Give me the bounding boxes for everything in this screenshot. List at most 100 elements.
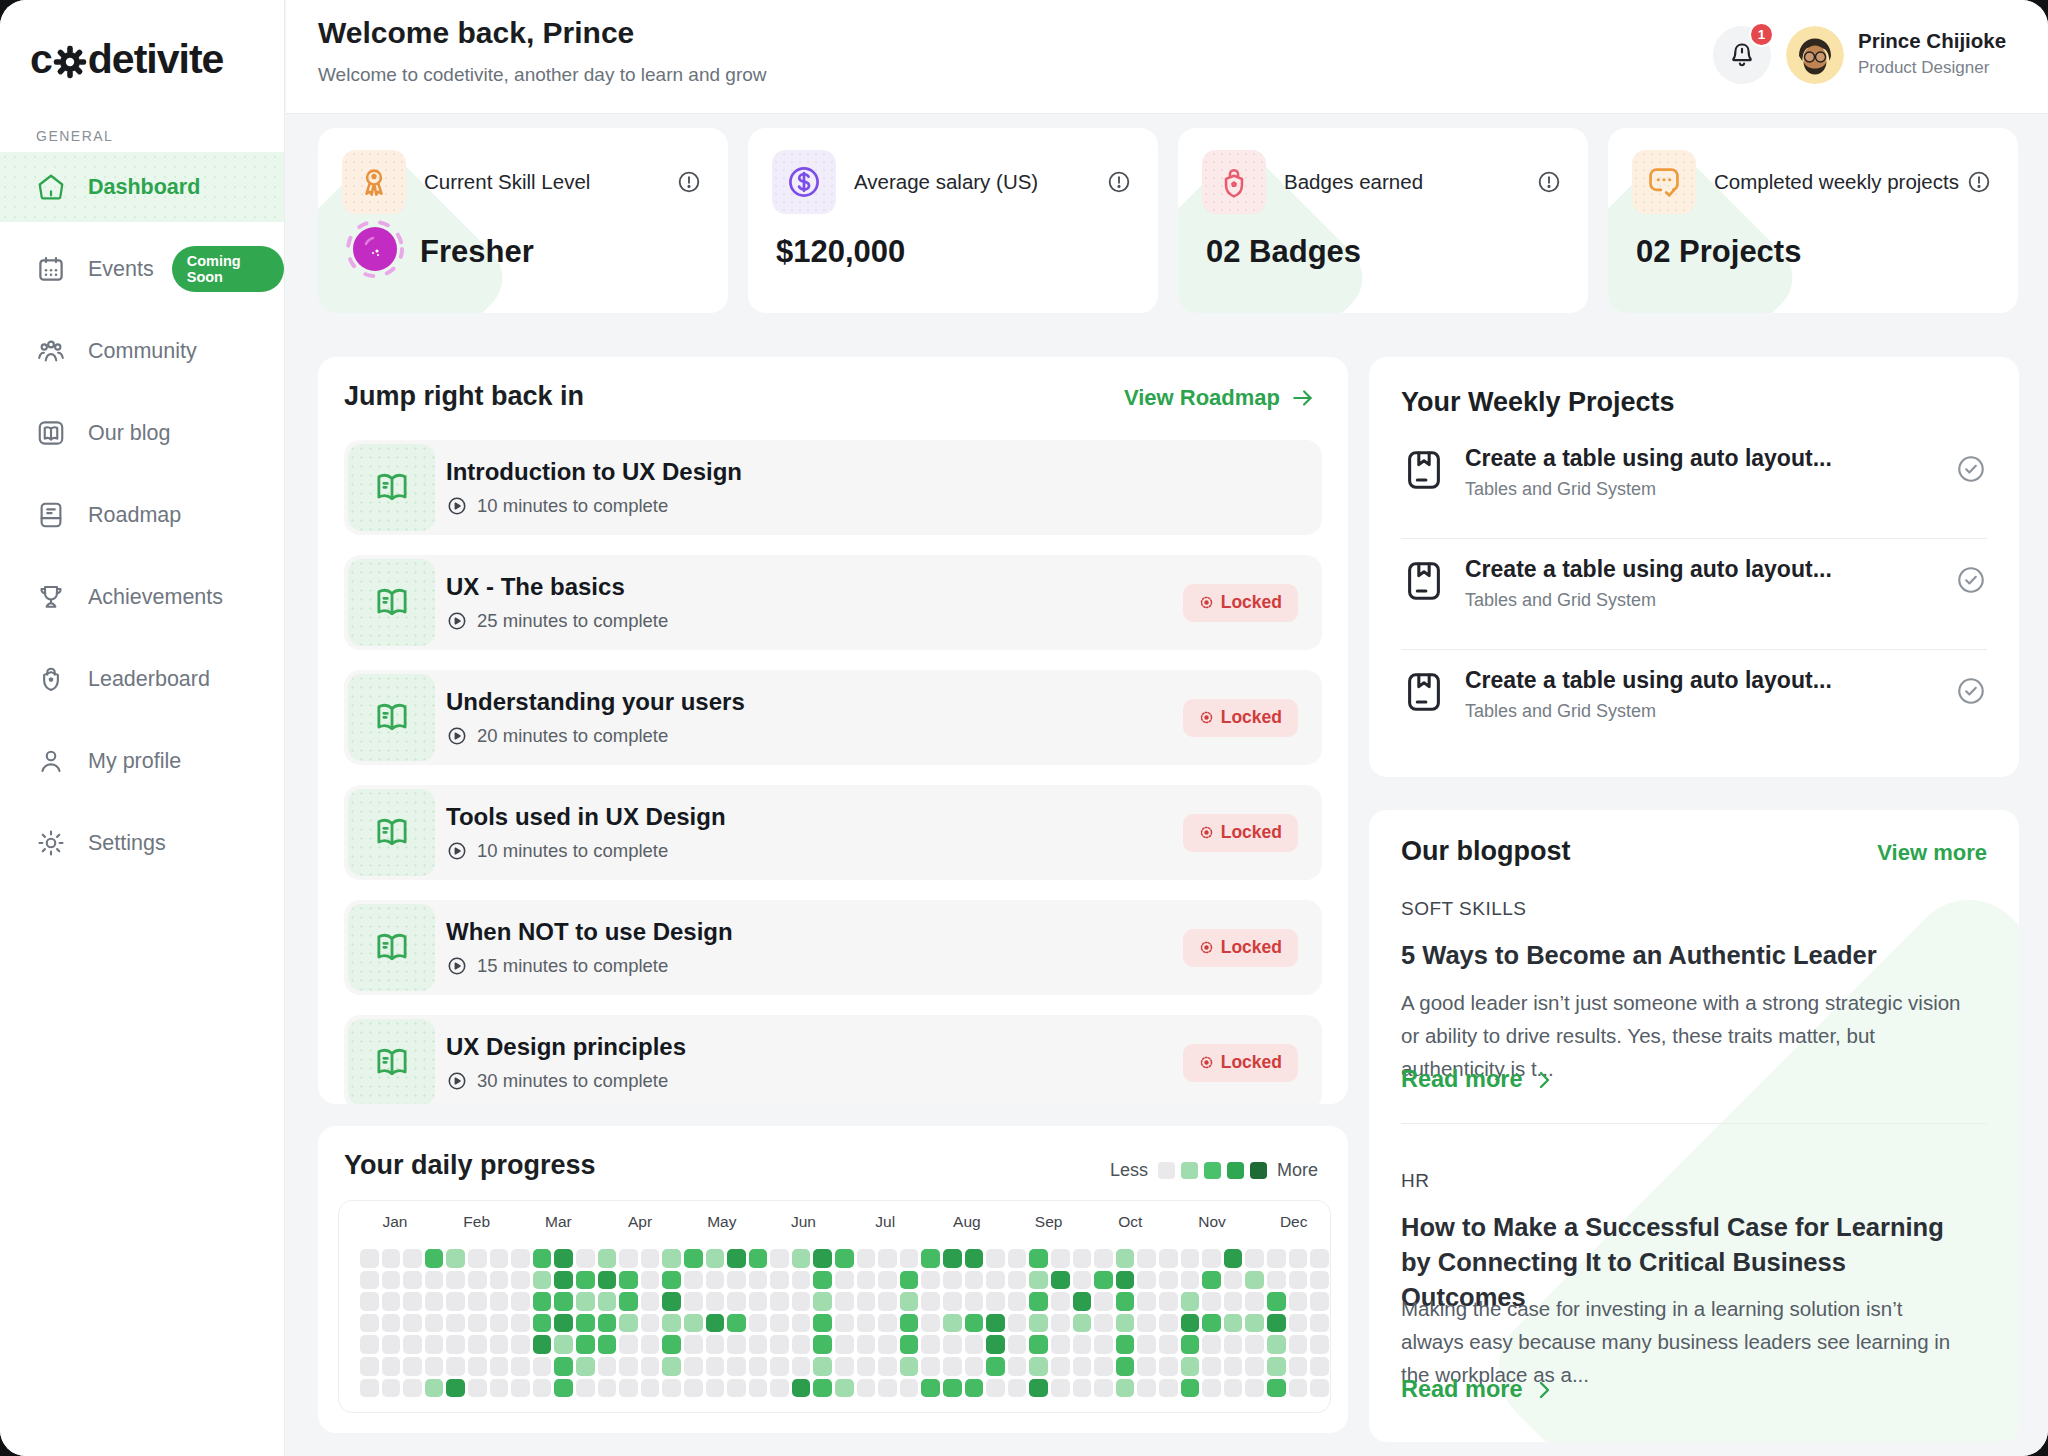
heatmap-cell [900,1357,919,1376]
heatmap-cell [965,1249,984,1268]
heatmap-cell [446,1335,465,1354]
sidebar-item-our-blog[interactable]: Our blog [0,398,284,468]
blogpost-card: Our blogpost View more SOFT SKILLS 5 Way… [1369,810,2019,1442]
course-item[interactable]: Introduction to UX Design 10 minutes to … [344,440,1322,535]
info-icon[interactable] [1536,169,1562,195]
info-icon[interactable] [676,169,702,195]
course-title: UX - The basics [446,573,1183,601]
post-title[interactable]: 5 Ways to Become an Authentic Leader [1401,938,1961,973]
info-icon[interactable] [1966,169,1992,195]
heatmap-cell [1051,1357,1070,1376]
heatmap-cell [598,1357,617,1376]
heatmap-cell [770,1292,789,1311]
course-item[interactable]: When NOT to use Design 15 minutes to com… [344,900,1322,995]
lock-icon [1199,595,1214,610]
heatmap-cell [986,1314,1005,1333]
heatmap-cell [360,1314,379,1333]
heatmap-cell [1029,1357,1048,1376]
heatmap-cell [792,1271,811,1290]
sidebar-item-my-profile[interactable]: My profile [0,726,284,796]
heatmap-cell [619,1314,638,1333]
sidebar-item-roadmap[interactable]: Roadmap [0,480,284,550]
heatmap-cell [1289,1292,1308,1311]
sidebar-item-achievements[interactable]: Achievements [0,562,284,632]
heatmap-cell [576,1249,595,1268]
heatmap-cell [446,1357,465,1376]
course-item[interactable]: Tools used in UX Design 10 minutes to co… [344,785,1322,880]
heatmap-cell [1267,1335,1286,1354]
heatmap-cell [835,1314,854,1333]
stat-card-badges-earned: Badges earned 02 Badges [1178,128,1588,313]
heatmap-cell [382,1357,401,1376]
heatmap-cell [641,1379,660,1398]
heatmap-cell [813,1314,832,1333]
heatmap-cell [619,1292,638,1311]
sidebar-section-label: GENERAL [36,128,113,144]
sidebar-item-leaderboard[interactable]: Leaderboard [0,644,284,714]
course-item[interactable]: Understanding your users 20 minutes to c… [344,670,1322,765]
info-icon[interactable] [1106,169,1132,195]
check-circle-icon[interactable] [1955,564,1987,596]
sidebar-item-community[interactable]: Community [0,316,284,386]
course-duration: 20 minutes to complete [477,725,668,747]
course-item[interactable]: UX Design principles 30 minutes to compl… [344,1015,1322,1104]
view-roadmap-link[interactable]: View Roadmap [1124,385,1316,411]
avatar[interactable] [1786,26,1844,84]
heatmap-cell [533,1335,552,1354]
heatmap-cell [1137,1357,1156,1376]
heatmap-legend: Less More [1110,1160,1318,1181]
heatmap-cell [511,1292,530,1311]
stat-card-average-salary: Average salary (US) $120,000 [748,128,1158,313]
heatmap-cell [1137,1249,1156,1268]
heatmap-cell [511,1271,530,1290]
heatmap-cell [1008,1314,1027,1333]
heatmap-cell [792,1379,811,1398]
locked-badge: Locked [1183,1044,1298,1082]
heatmap-cell [403,1249,422,1268]
weekly-project-item[interactable]: Create a table using auto layout... Tabl… [1401,556,1987,636]
heatmap-cell [1137,1271,1156,1290]
heatmap-cell [619,1357,638,1376]
view-more-link[interactable]: View more [1877,840,1987,866]
heatmap-cell [857,1357,876,1376]
check-circle-icon[interactable] [1955,675,1987,707]
legend-swatch [1181,1162,1198,1179]
heatmap-cell [360,1249,379,1268]
daily-progress-card: Your daily progress Less More JanFebMarA… [318,1126,1348,1433]
heatmap-cell [1051,1379,1070,1398]
heatmap-cell [1008,1249,1027,1268]
sidebar-item-settings[interactable]: Settings [0,808,284,878]
locked-label: Locked [1221,592,1282,613]
check-circle-icon[interactable] [1955,453,1987,485]
heatmap-cell [468,1357,487,1376]
home-icon [36,172,66,202]
read-more-link[interactable]: Read more [1401,1376,1556,1403]
brand-logo: c detivite [30,36,223,83]
heatmap-cell [965,1335,984,1354]
heatmap-cell [943,1271,962,1290]
heatmap-cell [1289,1314,1308,1333]
weekly-project-item[interactable]: Create a table using auto layout... Tabl… [1401,445,1987,525]
heatmap-cell [813,1379,832,1398]
stat-label: Completed weekly projects [1714,170,1959,194]
read-more-link[interactable]: Read more [1401,1066,1556,1093]
user-name: Prince Chijioke [1858,29,2006,53]
heatmap-months: JanFebMarAprMayJunJulAugSepOctNovDec [339,1213,1330,1233]
stat-label: Current Skill Level [424,170,590,194]
sidebar-item-events[interactable]: Events Coming Soon [0,234,284,304]
heatmap-cell [403,1292,422,1311]
heatmap-cell [1224,1271,1243,1290]
heatmap-cell [684,1314,703,1333]
stat-card-skill-level: Current Skill Level Fresher [318,128,728,313]
heatmap-cell [490,1314,509,1333]
chat-check-icon [1632,150,1696,214]
course-item[interactable]: UX - The basics 25 minutes to complete L… [344,555,1322,650]
heatmap-cell [706,1271,725,1290]
course-title: Tools used in UX Design [446,803,1183,831]
book-open-icon [348,444,435,531]
notifications-button[interactable]: 1 [1713,26,1771,84]
heatmap-cell [727,1379,746,1398]
heatmap-cell [598,1379,617,1398]
sidebar-item-dashboard[interactable]: Dashboard [0,152,284,222]
weekly-project-item[interactable]: Create a table using auto layout... Tabl… [1401,667,1987,747]
